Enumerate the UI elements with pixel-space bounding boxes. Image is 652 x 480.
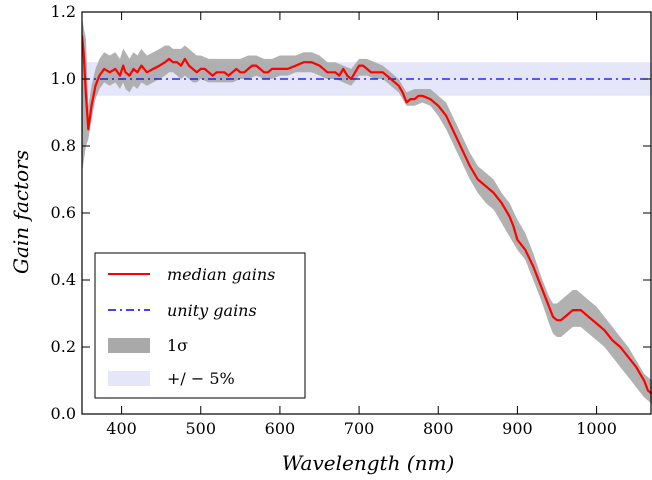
x-tick-label: 500	[185, 419, 216, 438]
legend-swatch-sigma	[108, 338, 150, 353]
y-tick-label: 1.2	[51, 2, 76, 21]
y-tick-label: 0.4	[51, 270, 76, 289]
y-tick-label: 0.0	[51, 404, 76, 423]
x-axis-label: Wavelength (nm)	[282, 451, 455, 475]
series-median-gains	[82, 35, 652, 395]
legend-label-5pct: +/ − 5%	[167, 369, 235, 388]
y-tick-label: 0.8	[51, 136, 76, 155]
x-tick-label: 600	[265, 419, 296, 438]
x-tick-label: 900	[502, 419, 533, 438]
legend-label-sigma: 1σ	[167, 336, 188, 355]
y-axis-label: Gain factors	[9, 150, 33, 274]
legend: median gains unity gains 1σ +/ − 5%	[94, 252, 306, 399]
legend-swatch-5pct	[108, 371, 150, 386]
x-tick-label: 400	[106, 419, 137, 438]
plot-area	[82, 18, 652, 404]
x-tick-label: 1000	[576, 419, 617, 438]
x-tick-label: 800	[423, 419, 454, 438]
y-tick-label: 1.0	[51, 69, 76, 88]
band-1sigma	[82, 18, 652, 404]
legend-label-median: median gains	[167, 265, 275, 284]
x-tick-label: 700	[344, 419, 375, 438]
ticks: 400 500 600 700 800 900 1000 0.0 0.2 0.4 0.6 0.8 1.0…	[51, 2, 651, 438]
y-tick-label: 0.6	[51, 203, 76, 222]
legend-label-unity: unity gains	[167, 301, 257, 320]
y-tick-label: 0.2	[51, 337, 76, 356]
plot-clip-group	[82, 18, 652, 404]
